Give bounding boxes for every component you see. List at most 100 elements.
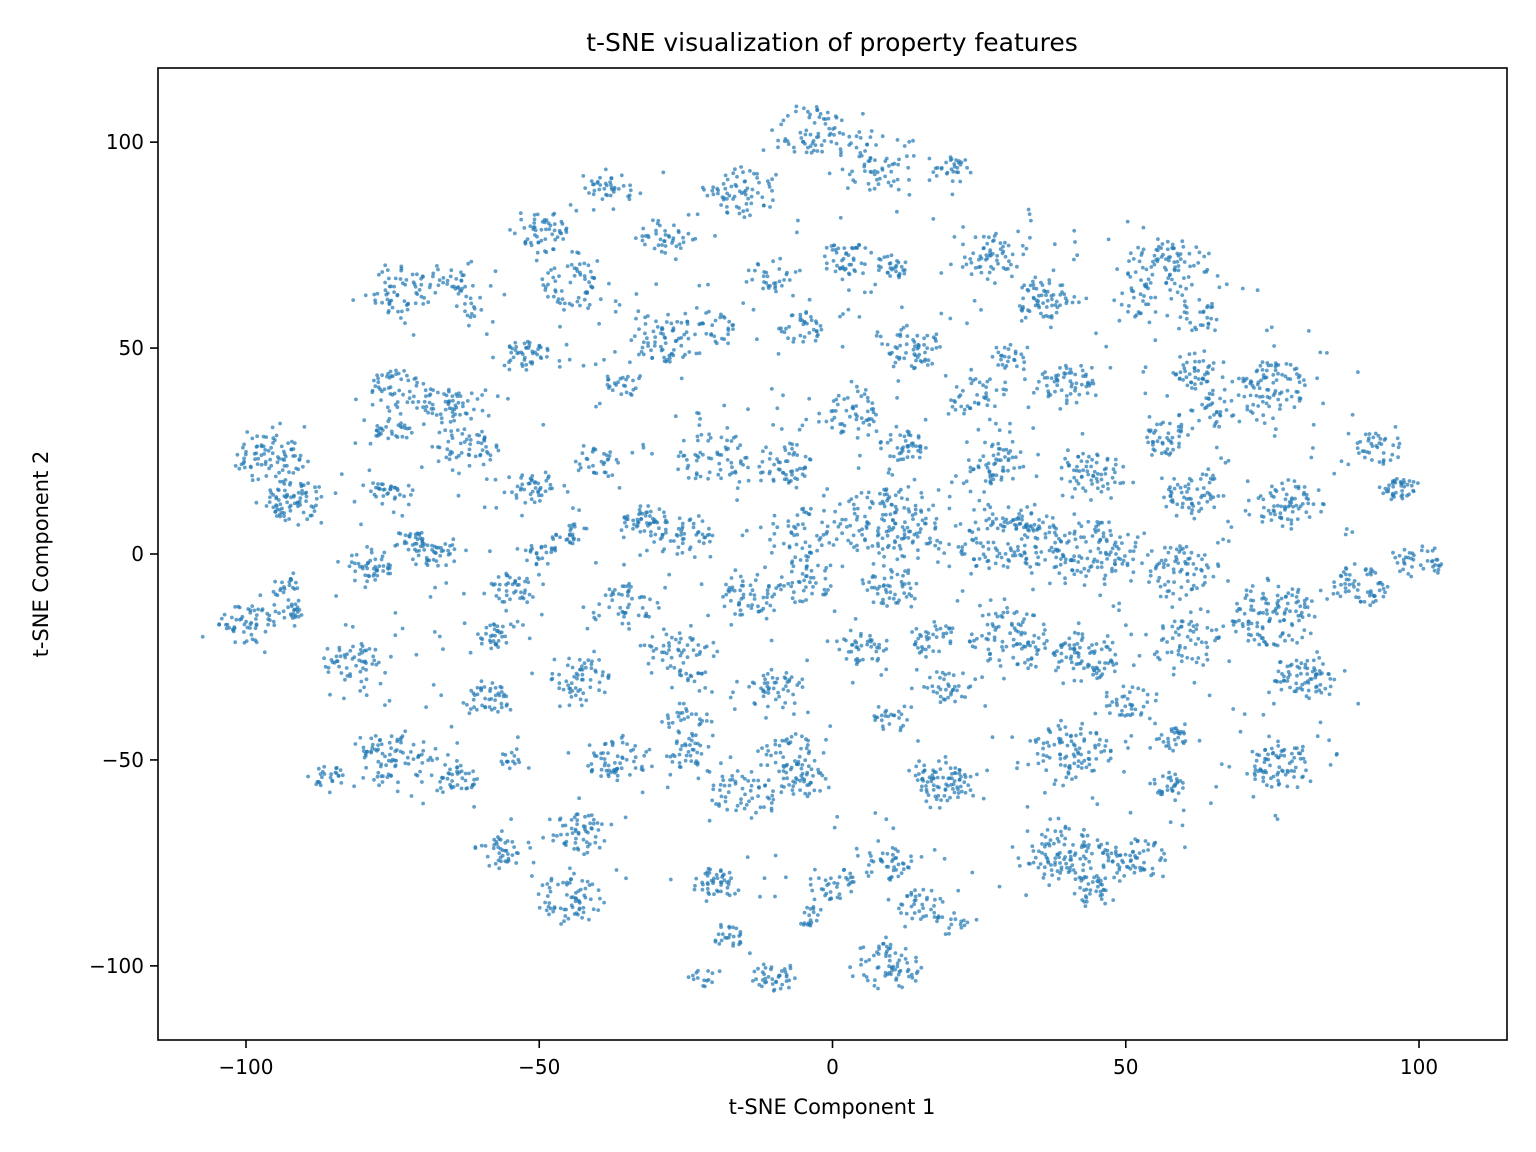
data-point	[339, 671, 344, 675]
data-point	[1189, 619, 1194, 624]
data-point	[939, 798, 943, 802]
data-point	[1236, 393, 1241, 397]
data-point	[995, 614, 1000, 619]
data-point	[678, 450, 683, 455]
data-point	[385, 268, 390, 272]
data-point	[1139, 311, 1143, 316]
data-point	[1165, 447, 1170, 451]
data-point	[756, 191, 760, 195]
data-point	[424, 394, 428, 399]
data-point	[1179, 490, 1184, 495]
data-point	[254, 640, 259, 645]
data-point	[311, 505, 316, 510]
data-point	[822, 254, 827, 259]
data-point	[700, 321, 705, 326]
data-point	[1276, 598, 1281, 603]
data-point	[981, 383, 985, 388]
data-point	[1094, 476, 1099, 481]
data-point	[1026, 666, 1031, 671]
data-point	[1211, 361, 1216, 365]
data-point	[499, 701, 504, 706]
data-point	[999, 357, 1003, 362]
data-point	[943, 755, 948, 759]
data-point	[569, 681, 574, 686]
data-point	[609, 593, 614, 598]
data-point	[808, 144, 813, 149]
data-point	[578, 303, 582, 308]
data-point	[645, 336, 649, 341]
data-point	[1097, 660, 1102, 665]
data-point	[1248, 381, 1253, 386]
data-point	[898, 343, 902, 348]
data-point	[513, 340, 518, 345]
data-point	[804, 310, 809, 314]
data-point	[1196, 368, 1201, 373]
data-point	[597, 658, 601, 662]
data-point	[303, 491, 307, 496]
data-point	[403, 539, 407, 544]
data-point	[944, 760, 948, 765]
data-point	[632, 522, 636, 527]
data-point	[978, 254, 983, 259]
data-point	[1051, 268, 1056, 273]
data-point	[725, 191, 729, 196]
data-point	[1089, 464, 1093, 469]
data-point	[275, 460, 280, 465]
data-point	[616, 612, 621, 616]
data-point	[762, 270, 766, 274]
data-point	[1306, 681, 1311, 685]
data-point	[581, 174, 586, 178]
data-point	[539, 493, 544, 498]
data-point	[601, 462, 606, 467]
data-point	[1174, 547, 1179, 552]
data-point	[289, 602, 294, 607]
data-point	[800, 763, 805, 767]
data-point	[1290, 587, 1295, 591]
data-point	[1179, 659, 1184, 664]
data-point	[1036, 736, 1041, 741]
data-point	[949, 783, 953, 787]
data-point	[1230, 619, 1235, 623]
data-point	[471, 283, 475, 288]
data-point	[387, 740, 392, 745]
data-point	[1315, 376, 1319, 381]
data-point	[628, 773, 632, 777]
data-point	[525, 237, 530, 242]
data-point	[1053, 389, 1057, 394]
data-point	[448, 420, 453, 424]
data-point	[1118, 535, 1122, 539]
data-point	[400, 425, 404, 430]
data-point	[1273, 364, 1278, 369]
data-point	[389, 734, 394, 739]
data-point	[1210, 401, 1215, 405]
data-point	[345, 652, 349, 656]
data-point	[946, 412, 951, 416]
data-point	[1147, 415, 1152, 419]
data-point	[1430, 559, 1435, 563]
data-point	[568, 280, 573, 285]
data-point	[899, 579, 904, 584]
data-point	[891, 454, 896, 459]
data-point	[1005, 606, 1009, 610]
data-point	[1173, 630, 1178, 635]
data-point	[1206, 396, 1211, 401]
data-point	[1095, 453, 1100, 458]
data-point	[721, 182, 726, 186]
data-point	[1216, 494, 1221, 498]
data-point	[468, 438, 473, 442]
data-point	[1095, 565, 1100, 570]
data-point	[875, 177, 879, 182]
data-point	[236, 604, 241, 609]
data-point	[676, 467, 680, 472]
data-point	[615, 773, 620, 778]
data-point	[830, 248, 835, 252]
data-point	[269, 463, 274, 468]
data-point	[833, 114, 838, 119]
data-point	[608, 193, 613, 198]
data-point	[1201, 323, 1205, 328]
data-point	[914, 764, 919, 769]
data-point	[1203, 574, 1207, 579]
data-point	[944, 160, 948, 165]
data-point	[990, 354, 995, 359]
data-point	[433, 746, 438, 751]
